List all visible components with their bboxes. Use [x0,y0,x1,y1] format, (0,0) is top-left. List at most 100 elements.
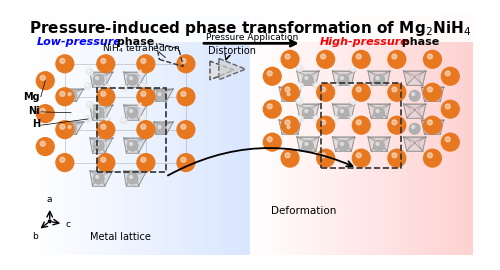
Polygon shape [406,109,422,118]
Polygon shape [422,120,444,124]
Bar [424,15,429,255]
Circle shape [333,117,334,119]
Bar [41,15,46,255]
Circle shape [264,67,281,85]
Circle shape [332,83,338,89]
Polygon shape [156,125,166,134]
Circle shape [352,66,354,68]
Circle shape [86,102,93,108]
Bar [236,15,242,255]
Bar [138,15,144,255]
Bar [299,15,304,255]
Circle shape [94,107,104,118]
Polygon shape [124,138,146,141]
Polygon shape [279,87,301,92]
Circle shape [281,149,299,167]
Circle shape [122,119,124,121]
Circle shape [101,91,106,96]
Bar [170,15,175,255]
Polygon shape [90,171,113,174]
Circle shape [130,143,132,146]
Circle shape [428,54,432,59]
Polygon shape [332,137,354,141]
Bar [290,15,296,255]
Polygon shape [282,125,298,134]
Circle shape [285,54,290,59]
Bar [210,15,216,255]
Polygon shape [418,137,426,151]
Circle shape [56,55,74,73]
Bar [379,15,384,255]
Polygon shape [126,76,138,87]
Text: phase: phase [398,38,439,48]
Polygon shape [124,138,129,153]
Bar [294,15,300,255]
Polygon shape [124,171,146,174]
Polygon shape [124,72,146,75]
Polygon shape [300,109,316,118]
Circle shape [140,70,141,72]
Bar [437,15,442,255]
Circle shape [97,154,114,171]
Bar [94,15,100,255]
Text: Deformation: Deformation [270,206,336,216]
Circle shape [388,116,406,134]
Polygon shape [92,142,105,153]
Polygon shape [332,104,354,109]
Bar [321,15,326,255]
Circle shape [302,140,313,151]
Circle shape [442,133,459,151]
Polygon shape [90,105,95,120]
Polygon shape [382,104,390,118]
Bar [432,15,438,255]
Circle shape [96,176,98,178]
Circle shape [140,116,146,122]
Circle shape [374,75,384,85]
Circle shape [305,110,308,113]
Circle shape [412,93,414,96]
Circle shape [285,87,290,92]
Circle shape [137,55,155,73]
Polygon shape [368,71,390,76]
Bar [126,15,130,255]
Circle shape [376,143,379,146]
Circle shape [60,157,65,162]
Polygon shape [74,122,84,134]
Circle shape [104,118,110,124]
Bar [192,15,198,255]
Polygon shape [294,87,302,101]
Circle shape [104,85,110,91]
Bar [446,15,451,255]
Circle shape [305,143,308,146]
Circle shape [142,117,143,119]
Circle shape [60,124,65,129]
Polygon shape [346,104,354,118]
Circle shape [320,120,326,125]
Bar [428,15,434,255]
Circle shape [442,100,459,118]
Text: Metal lattice: Metal lattice [90,232,152,242]
Text: phase: phase [113,38,154,48]
Bar [206,15,211,255]
Bar [103,15,108,255]
Polygon shape [406,76,422,85]
Circle shape [388,149,406,167]
Circle shape [127,75,138,85]
Polygon shape [102,171,113,186]
Polygon shape [346,137,354,151]
Circle shape [181,124,186,129]
Circle shape [315,84,317,86]
Bar [330,15,336,255]
Text: Ni: Ni [28,106,40,116]
Circle shape [317,149,334,167]
Bar [312,15,318,255]
Circle shape [352,116,370,134]
Circle shape [94,173,104,184]
Circle shape [356,87,362,92]
Circle shape [127,173,138,184]
Polygon shape [126,109,138,120]
Bar [362,15,366,255]
Circle shape [285,153,290,158]
Polygon shape [371,142,387,151]
Bar [98,15,104,255]
